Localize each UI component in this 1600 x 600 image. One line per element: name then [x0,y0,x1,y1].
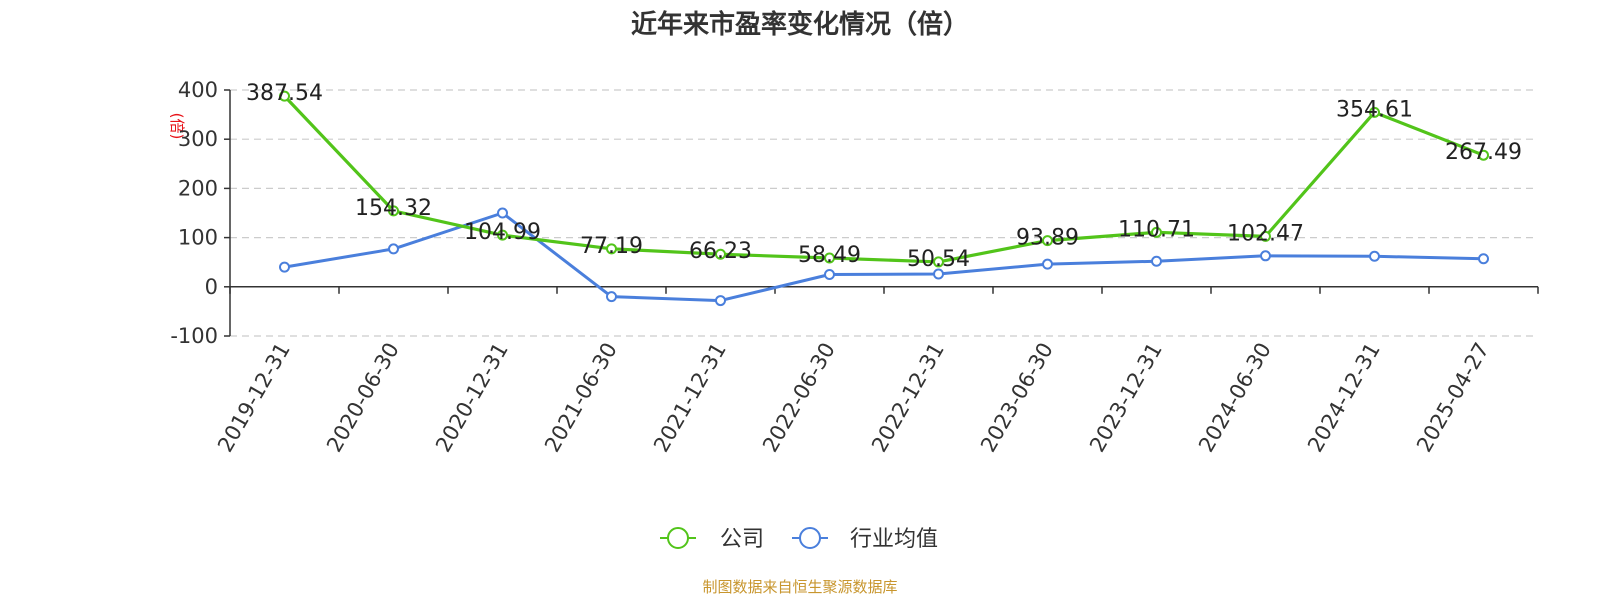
x-tick-label: 2019-12-31 [213,339,295,457]
x-tick-label: 2021-12-31 [649,339,731,457]
data-point-company[interactable] [715,248,726,260]
data-point-industry[interactable] [497,207,508,219]
data-label: 77.19 [580,234,643,259]
data-label: 354.61 [1336,97,1413,122]
data-point-company[interactable] [933,256,944,268]
data-label: 387.54 [246,81,323,106]
data-point-company[interactable] [606,243,617,255]
data-point-company[interactable] [279,90,290,102]
data-point-industry[interactable] [1042,258,1053,270]
x-tick-label: 2021-06-30 [540,339,622,457]
x-tick-label: 2022-12-31 [867,339,949,457]
data-label: 58.49 [798,243,861,268]
data-point-company[interactable] [824,252,835,264]
series-line-company [283,95,1485,264]
x-tick-label: 2023-06-30 [976,339,1058,457]
y-tick-label: 400 [178,78,218,102]
data-label: 66.23 [689,239,752,264]
legend-label-company: 公司 [720,527,764,552]
data-label: 102.47 [1227,221,1304,246]
data-labels: 387.54 154.32 104.99 77.19 66.23 58.49 50.54 93… [246,81,1522,272]
data-label: 104.99 [464,220,541,245]
legend-marker-company [667,527,689,549]
legend-item-industry[interactable]: 行业均值 [792,527,938,552]
data-point-company[interactable] [497,229,508,241]
data-point-company[interactable] [1478,149,1489,161]
data-point-company[interactable] [388,205,399,217]
grid [230,89,1538,337]
y-tick-label: 0 [205,275,218,299]
x-tick-label: 2023-12-31 [1085,339,1167,457]
legend-item-company[interactable]: 公司 [660,527,764,552]
x-tick-label: 2024-12-31 [1303,339,1385,457]
data-label: 110.71 [1118,217,1195,242]
data-point-industry[interactable] [1478,253,1489,265]
y-tick-label: -100 [170,324,218,348]
data-label: 154.32 [355,196,432,221]
data-label: 93.89 [1016,226,1079,251]
chart-title: 近年来市盈率变化情况（倍） [631,9,969,40]
data-point-company[interactable] [1260,230,1271,242]
y-tick-label: 300 [178,127,218,151]
data-point-company[interactable] [1151,226,1162,238]
data-point-industry[interactable] [279,261,290,273]
data-point-industry[interactable] [715,295,726,307]
data-point-industry[interactable] [933,268,944,280]
data-point-industry[interactable] [824,269,835,280]
data-label: 50.54 [907,247,970,272]
series-line-industry [284,211,1484,303]
data-point-industry[interactable] [1369,250,1380,262]
x-tick-label: 2020-12-31 [431,339,513,457]
data-point-industry[interactable] [388,243,399,255]
legend[interactable]: 公司 行业均值 [660,527,938,552]
data-point-industry[interactable] [1151,255,1162,267]
series [279,90,1489,307]
x-tick-label: 2025-04-27 [1412,339,1494,457]
data-point-company[interactable] [1369,106,1380,118]
data-point-industry[interactable] [1260,250,1271,262]
data-point-industry[interactable] [606,291,617,303]
y-tick-label: 100 [178,226,218,250]
x-tick-label: 2022-06-30 [758,339,840,457]
data-point-company[interactable] [1042,235,1053,247]
x-tick-label: 2024-06-30 [1194,339,1276,457]
x-tick-label: 2020-06-30 [322,339,404,457]
y-axis-label: (倍) [168,113,186,140]
legend-label-industry: 行业均值 [850,527,938,552]
y-tick-label: 200 [178,176,218,200]
data-label: 267.49 [1445,140,1522,165]
legend-marker-industry [799,527,821,549]
source-note: 制图数据来自恒生聚源数据库 [702,578,897,596]
